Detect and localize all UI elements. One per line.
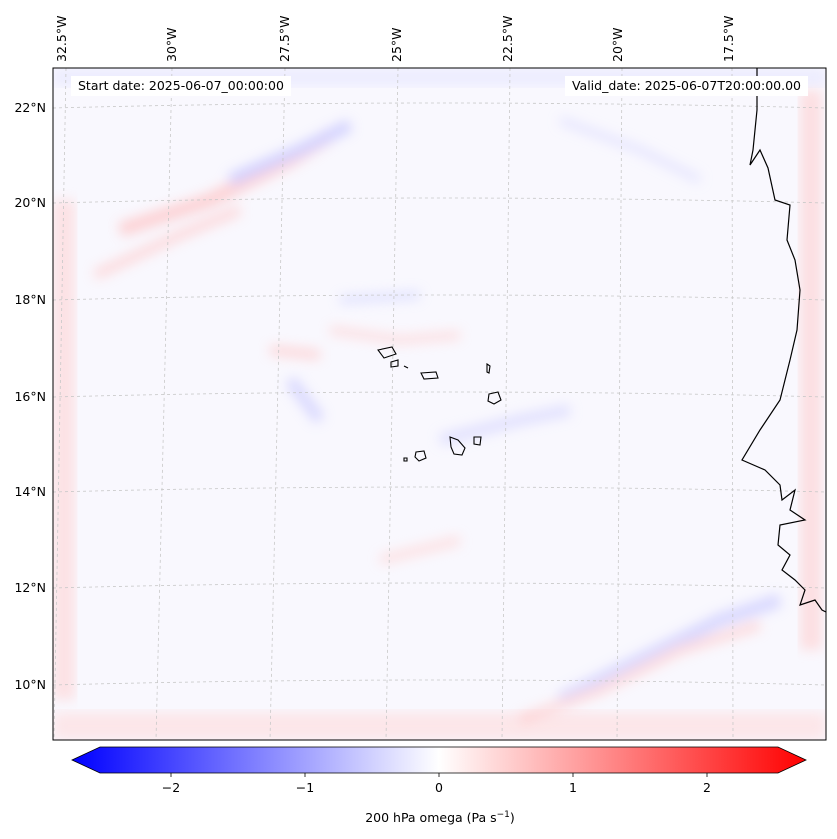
longitude-labels: 32.5°W 30°W 27.5°W 25°W 22.5°W 20°W 17.5… <box>54 16 736 62</box>
lon-label: 30°W <box>164 27 179 62</box>
lon-label: 20°W <box>610 27 625 62</box>
lat-label: 16°N <box>14 389 46 404</box>
cape-verde-islands <box>377 346 502 462</box>
colorbar-tick: −1 <box>296 780 314 795</box>
start-date-label: Start date: 2025-06-07_00:00:00 <box>71 76 291 96</box>
lon-label: 17.5°W <box>721 16 736 62</box>
lat-label: 18°N <box>14 292 46 307</box>
lat-label: 22°N <box>14 100 46 115</box>
lat-label: 10°N <box>14 677 46 692</box>
colorbar: −2 −1 0 1 2 200 hPa omega (Pa s−1) <box>71 746 807 825</box>
lon-label: 25°W <box>389 27 404 62</box>
colorbar-tick: 2 <box>703 780 711 795</box>
lat-label: 14°N <box>14 484 46 499</box>
map-frame <box>52 67 827 741</box>
colorbar-tick: −2 <box>162 780 180 795</box>
colorbar-tick: 1 <box>569 780 577 795</box>
lat-label: 12°N <box>14 580 46 595</box>
colorbar-label: 200 hPa omega (Pa s−1) <box>365 810 515 825</box>
lon-label: 22.5°W <box>500 16 515 62</box>
coastline-africa <box>741 68 826 613</box>
lon-label: 27.5°W <box>277 16 292 62</box>
colorbar-tick: 0 <box>435 780 443 795</box>
latitude-labels: 22°N 20°N 18°N 16°N 14°N 12°N 10°N <box>14 100 46 692</box>
colorbar-ramp <box>71 746 807 774</box>
valid-date-label: Valid_date: 2025-06-07T20:00:00.00 <box>564 76 808 96</box>
lon-label: 32.5°W <box>54 16 69 62</box>
omega-field <box>53 68 826 740</box>
graticule <box>53 68 826 740</box>
lat-label: 20°N <box>14 195 46 210</box>
